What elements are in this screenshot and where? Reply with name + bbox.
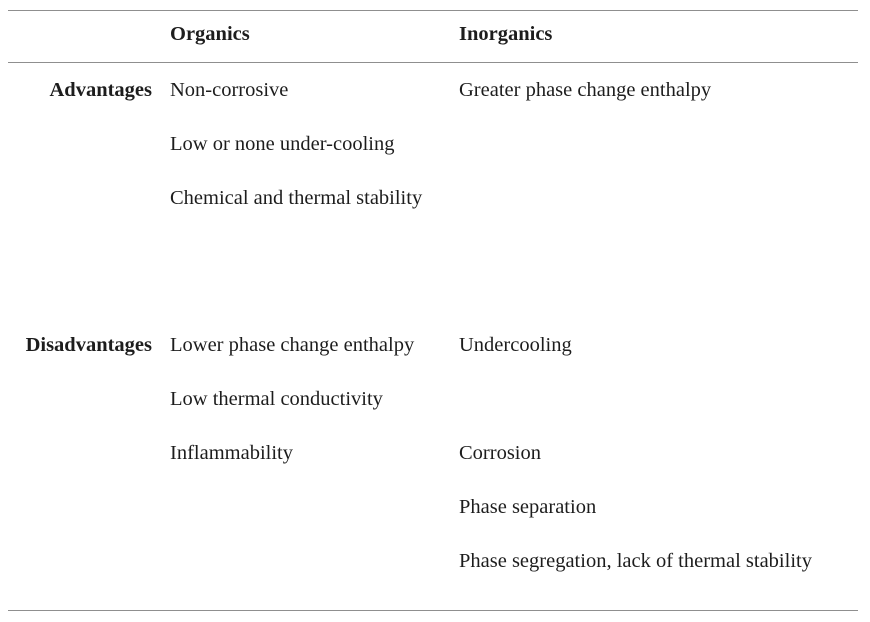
list-item: Undercooling <box>459 334 572 356</box>
list-item: Corrosion <box>459 442 541 464</box>
list-item: Phase segregation, lack of thermal stabi… <box>459 550 812 572</box>
table-top-rule <box>8 10 858 11</box>
cell-disadvantages-inorganics: Undercooling Corrosion Phase separation … <box>448 326 853 581</box>
cell-disadvantages-organics: Lower phase change enthalpy Low thermal … <box>157 326 448 473</box>
column-header-rowlabel <box>0 15 157 54</box>
table-row-advantages: Advantages Non-corrosive Low or none und… <box>0 71 853 218</box>
row-label-advantages: Advantages <box>49 79 152 101</box>
table-header-rule <box>8 62 858 63</box>
cell-advantages-inorganics: Greater phase change enthalpy <box>448 71 853 110</box>
list-item: Low thermal conductivity <box>170 388 383 410</box>
column-header-organics: Organics <box>170 23 250 45</box>
row-label-disadvantages: Disadvantages <box>25 334 152 356</box>
list-item: Phase separation <box>459 496 597 518</box>
list-item: Greater phase change enthalpy <box>459 79 712 101</box>
list-item: Lower phase change enthalpy <box>170 334 415 356</box>
cell-advantages-organics: Non-corrosive Low or none under-cooling … <box>157 71 448 218</box>
list-item: Chemical and thermal stability <box>170 187 423 209</box>
column-header-inorganics: Inorganics <box>459 23 553 45</box>
list-item: Non-corrosive <box>170 79 289 101</box>
list-item: Low or none under-cooling <box>170 133 395 155</box>
list-item: Inflammability <box>170 442 293 464</box>
table-bottom-rule <box>8 610 858 611</box>
table-row-disadvantages: Disadvantages Lower phase change enthalp… <box>0 326 853 581</box>
table-header-row: Organics Inorganics <box>0 15 853 54</box>
